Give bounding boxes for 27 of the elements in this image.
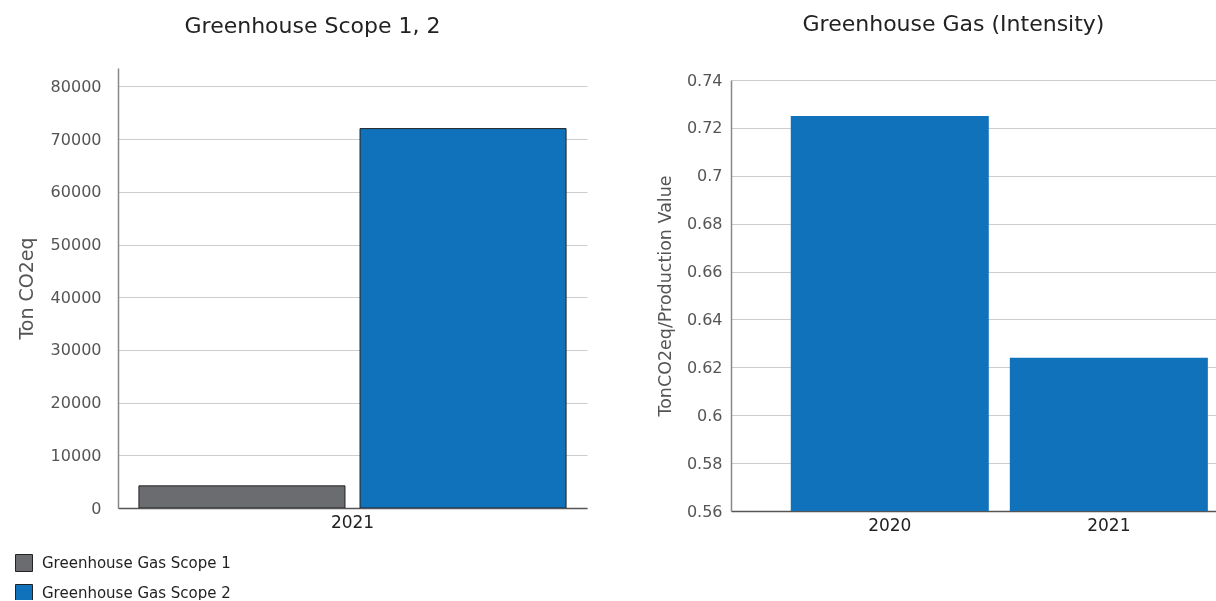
chart-title: Greenhouse Gas (Intensity): [802, 11, 1105, 36]
x-tick-label: 2021: [330, 511, 375, 532]
x-tick-label: 2021: [1087, 514, 1131, 535]
x-tick-label: 2020: [868, 514, 912, 535]
y-tick-label: 20000: [50, 393, 102, 413]
legend-label: Greenhouse Gas Scope 1: [42, 554, 231, 572]
y-axis-title: TonCO2eq/Production Value: [654, 175, 675, 418]
y-tick-label: 50000: [50, 235, 102, 255]
y-tick-label: 30000: [50, 340, 102, 360]
y-tick-label: 60000: [50, 182, 102, 202]
y-tick-label: 0.6: [697, 405, 723, 425]
y-tick-label: 40000: [50, 287, 102, 307]
y-tick-label: 0.72: [686, 118, 723, 138]
y-tick-label: 0.64: [686, 309, 723, 329]
y-tick-label: 10000: [50, 445, 102, 465]
y-tick-label: 0.66: [686, 262, 723, 282]
y-tick-label: 80000: [50, 76, 102, 96]
y-tick-label: 0.68: [686, 214, 723, 234]
y-tick-label: 0.58: [686, 453, 723, 473]
y-tick-label: 0.7: [697, 166, 723, 186]
y-tick-label: 0.56: [686, 501, 723, 521]
y-axis-title: Ton CO2eq: [14, 237, 37, 341]
y-tick-label: 0.62: [686, 357, 723, 377]
y-tick-label: 0.74: [686, 70, 723, 90]
chart-title: Greenhouse Scope 1, 2: [184, 13, 441, 38]
y-tick-label: 70000: [50, 129, 102, 149]
y-tick-label: 0: [91, 498, 102, 518]
